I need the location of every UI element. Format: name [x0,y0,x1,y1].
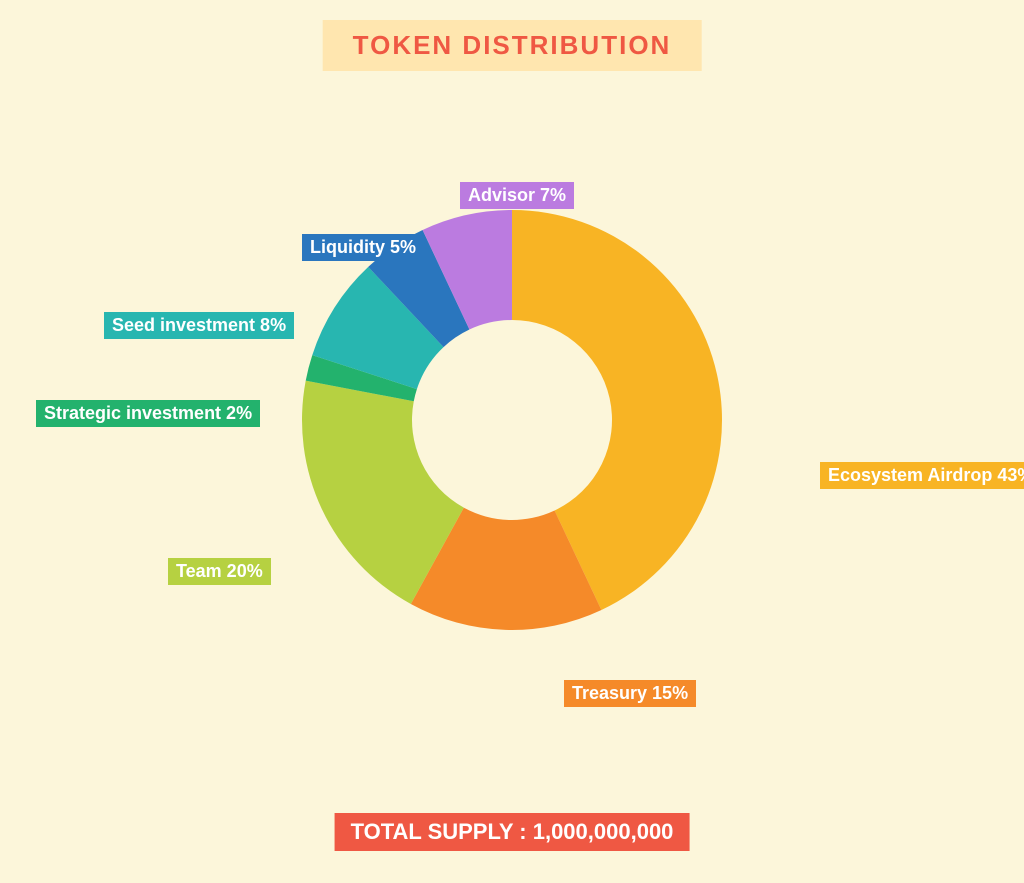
label-treasury: Treasury 15% [564,680,696,707]
label-ecosystem-airdrop: Ecosystem Airdrop 43% [820,462,1024,489]
donut-chart [292,200,732,640]
label-strategic-investment: Strategic investment 2% [36,400,260,427]
total-supply-badge: TOTAL SUPPLY : 1,000,000,000 [335,813,690,851]
label-team: Team 20% [168,558,271,585]
label-advisor: Advisor 7% [460,182,574,209]
label-liquidity: Liquidity 5% [302,234,424,261]
page-title: TOKEN DISTRIBUTION [323,20,702,71]
label-seed-investment: Seed investment 8% [104,312,294,339]
